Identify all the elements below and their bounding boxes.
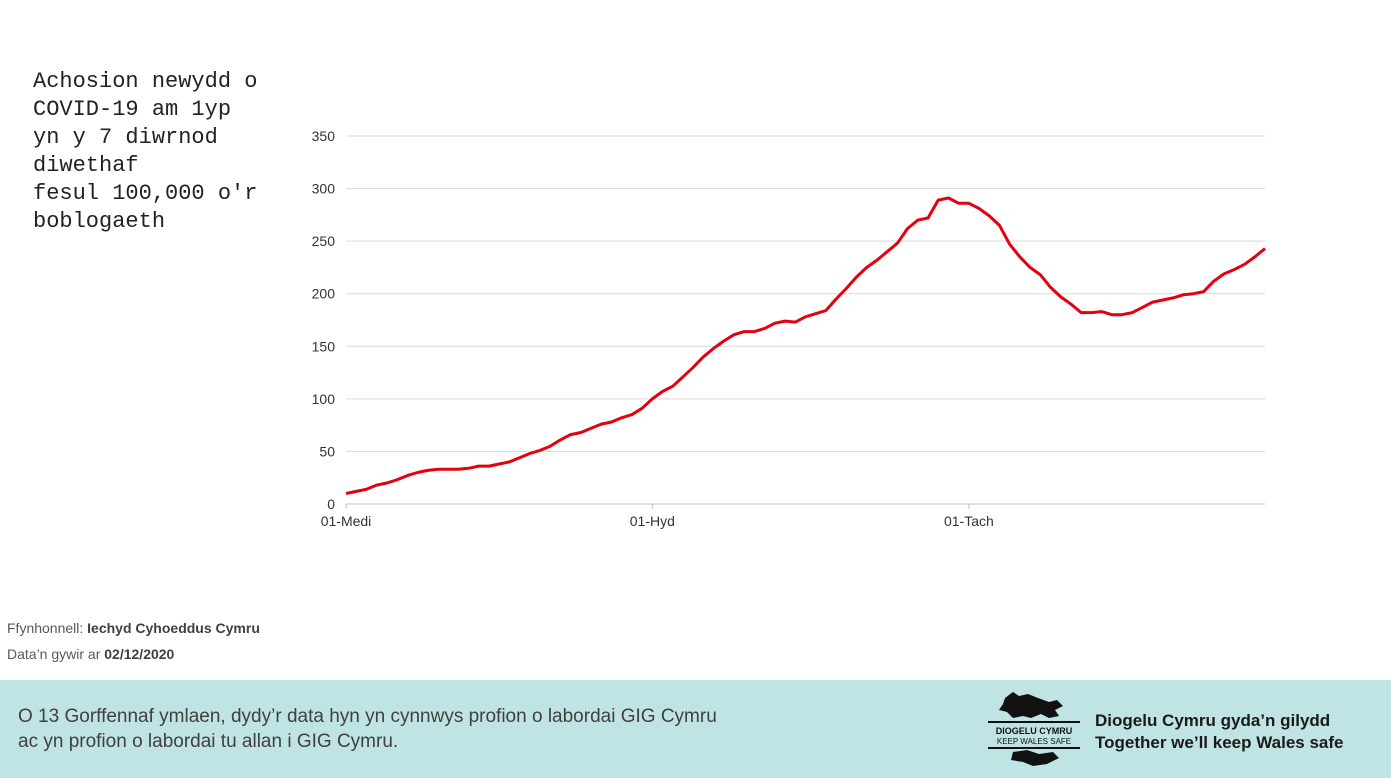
source-line: Ffynhonnell: Iechyd Cyhoeddus Cymru xyxy=(7,620,260,636)
chart-gridlines xyxy=(346,135,1265,505)
wales-map-lower-icon xyxy=(1011,750,1059,766)
y-tick-label: 350 xyxy=(312,128,336,144)
footer-note-line-1: O 13 Gorffennaf ymlaen, dydy’r data hyn … xyxy=(18,706,717,727)
y-tick-label: 0 xyxy=(327,496,335,512)
y-axis-ticks: 0 50 100 150 200 250 300 350 xyxy=(312,128,336,512)
y-tick-label: 100 xyxy=(312,391,336,407)
logo-text-line-1: DIOGELU CYMRU xyxy=(996,726,1073,736)
tagline-english: Together we’ll keep Wales safe xyxy=(1095,733,1344,752)
cases-series-line xyxy=(345,196,1266,495)
footer-banner: O 13 Gorffennaf ymlaen, dydy’r data hyn … xyxy=(0,680,1391,778)
logo-text-line-2: KEEP WALES SAFE xyxy=(997,737,1071,746)
x-tick-label: 01-Tach xyxy=(944,513,994,529)
x-tick-label: 01-Medi xyxy=(321,513,372,529)
keep-wales-safe-logo: DIOGELU CYMRU KEEP WALES SAFE xyxy=(988,692,1080,766)
source-value: Iechyd Cyhoeddus Cymru xyxy=(87,620,260,636)
y-tick-label: 300 xyxy=(312,181,336,197)
footer-note-line-2: ac yn profion o labordai tu allan i GIG … xyxy=(18,731,399,752)
x-axis-ticks: 01-Medi 01-Hyd 01-Tach xyxy=(321,504,994,529)
logo-band xyxy=(988,721,1080,723)
x-tick-label: 01-Hyd xyxy=(630,513,675,529)
y-tick-label: 50 xyxy=(319,443,335,459)
line-chart: 0 50 100 150 200 250 300 350 01-Medi 01-Hyd 01-Ta… xyxy=(312,128,1266,529)
date-line: Data’n gywir ar 02/12/2020 xyxy=(7,646,174,662)
chart-title: Achosion newydd o COVID-19 am 1yp yn y 7… xyxy=(33,69,258,234)
source-label: Ffynhonnell: xyxy=(7,620,84,636)
tagline: Diogelu Cymru gyda’n gilydd Together we’… xyxy=(1095,710,1343,754)
date-label: Data’n gywir ar xyxy=(7,646,101,662)
tagline-welsh: Diogelu Cymru gyda’n gilydd xyxy=(1095,711,1331,730)
y-tick-label: 150 xyxy=(312,338,336,354)
y-tick-label: 250 xyxy=(312,233,336,249)
footer-note: O 13 Gorffennaf ymlaen, dydy’r data hyn … xyxy=(18,704,818,754)
y-tick-label: 200 xyxy=(312,286,336,302)
date-value: 02/12/2020 xyxy=(104,646,175,662)
wales-map-icon xyxy=(999,692,1063,718)
